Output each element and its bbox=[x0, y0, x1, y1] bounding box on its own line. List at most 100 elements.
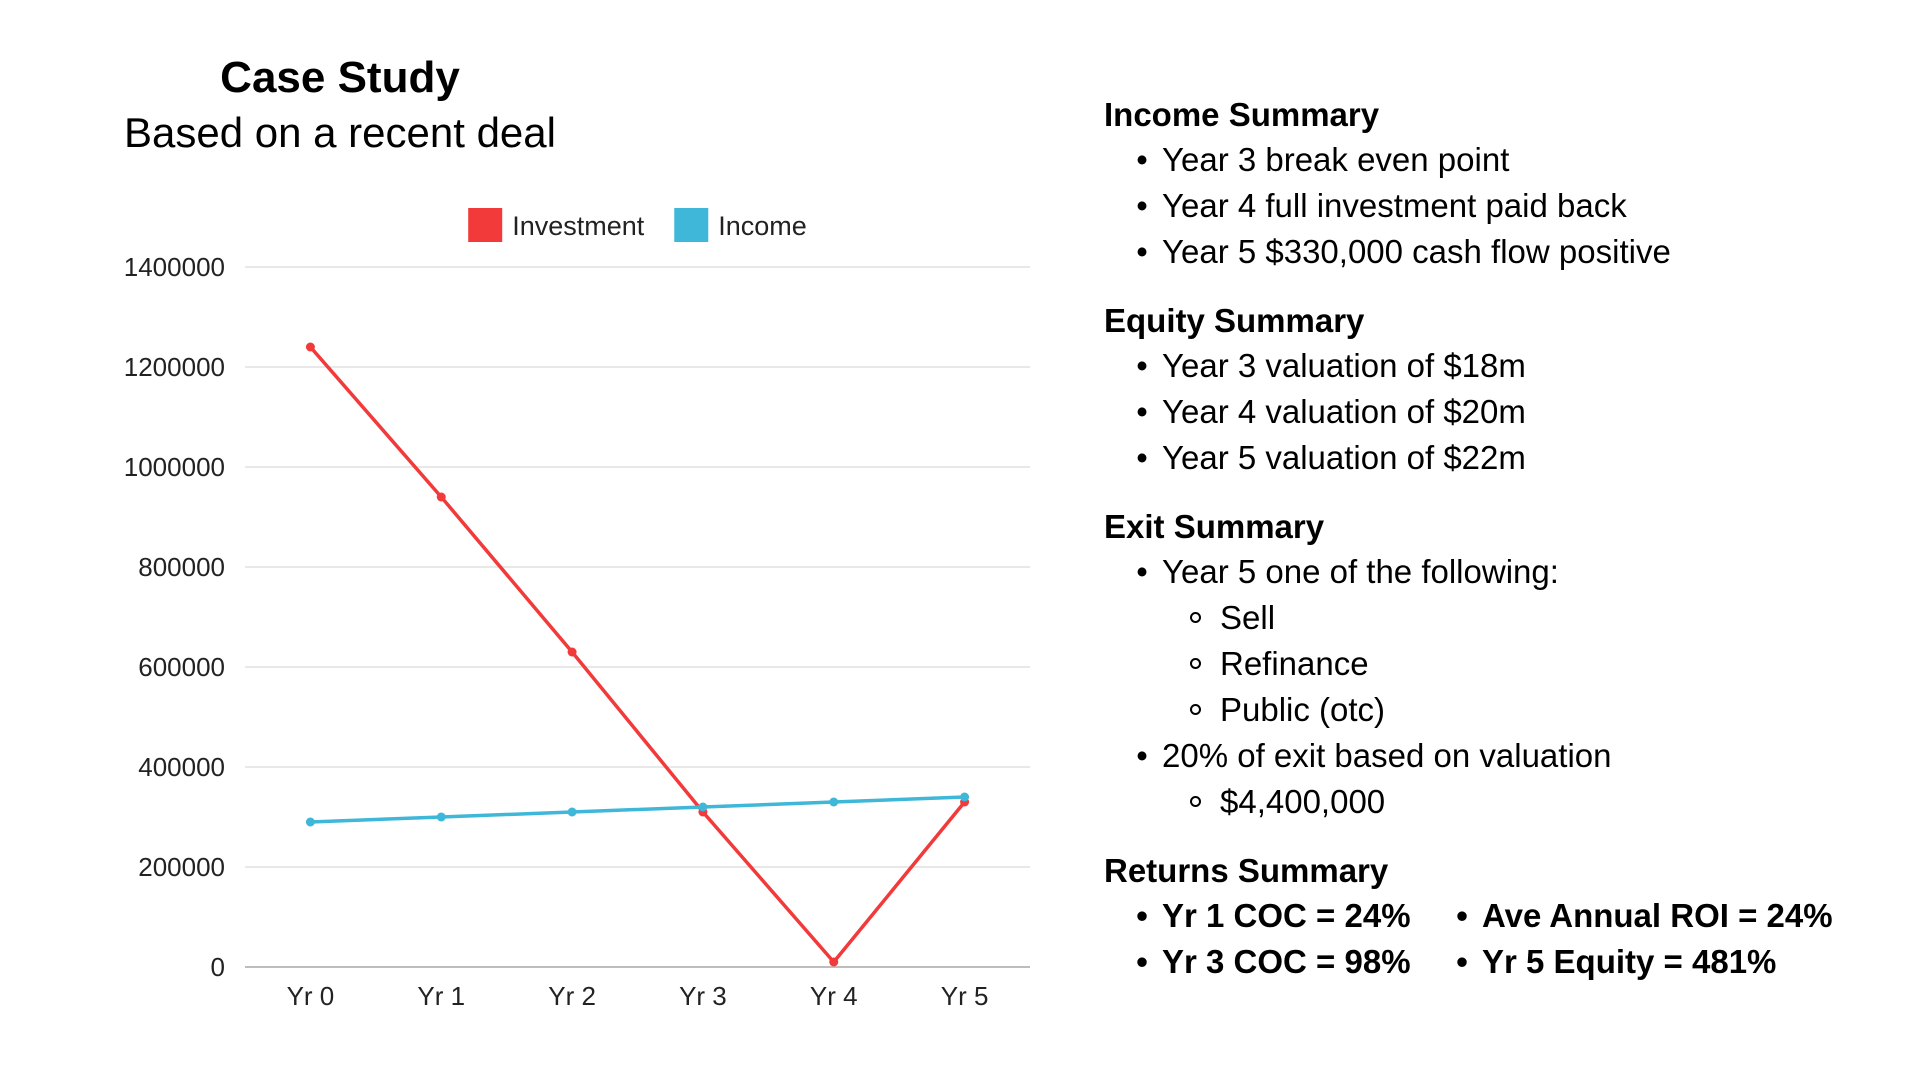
chart-grid bbox=[245, 266, 1030, 968]
returns-item-text: Yr 5 Equity = 481% bbox=[1482, 943, 1777, 980]
list-item: • Year 4 valuation of $20m bbox=[1130, 389, 1904, 435]
investment-data-point bbox=[829, 957, 839, 967]
returns-item-text: Yr 3 COC = 98% bbox=[1162, 943, 1411, 980]
y-axis: 0 200000 400000 600000 800000 1000000 1200000 1… bbox=[124, 252, 225, 982]
returns-summary-heading: Returns Summary bbox=[1104, 852, 1389, 889]
sub-list-item: Refinance bbox=[1188, 641, 1904, 687]
exit-summary-list: • Year 5 one of the following: bbox=[1104, 549, 1904, 595]
y-tick-label: 1400000 bbox=[124, 252, 225, 282]
circle-bullet-icon bbox=[1190, 612, 1201, 623]
chart-legend: Investment Income bbox=[468, 208, 807, 242]
y-tick-label: 600000 bbox=[138, 652, 225, 682]
legend-item: Income bbox=[674, 208, 807, 242]
y-tick-label: 800000 bbox=[138, 552, 225, 582]
title-block: Case Study Based on a recent deal bbox=[60, 50, 620, 160]
returns-summary-grid: • Yr 1 COC = 24% • Ave Annual ROI = 24% • Y… bbox=[1104, 893, 1904, 985]
line-chart: Investment Income 0 200000 400000 600000 8000… bbox=[80, 200, 1060, 1020]
bullet-icon: • bbox=[1136, 187, 1148, 224]
equity-summary-list: • Year 3 valuation of $18m • Year 4 valuat… bbox=[1104, 343, 1904, 481]
y-tick-label: 400000 bbox=[138, 752, 225, 782]
returns-item-text: Ave Annual ROI = 24% bbox=[1482, 897, 1833, 934]
list-item: • 20% of exit based on valuation bbox=[1130, 733, 1904, 779]
returns-item: • Ave Annual ROI = 24% bbox=[1450, 893, 1870, 939]
circle-bullet-icon bbox=[1190, 796, 1201, 807]
exit-summary-section: Exit Summary • Year 5 one of the followin… bbox=[1104, 505, 1904, 825]
returns-summary-section: Returns Summary • Yr 1 COC = 24% • Ave Ann… bbox=[1104, 849, 1904, 985]
equity-summary-section: Equity Summary • Year 3 valuation of $18m… bbox=[1104, 299, 1904, 481]
investment-legend-swatch bbox=[468, 208, 503, 242]
returns-item: • Yr 1 COC = 24% bbox=[1130, 893, 1450, 939]
summaries-panel: Income Summary • Year 3 break even point … bbox=[1104, 93, 1904, 1009]
bullet-icon: • bbox=[1136, 393, 1148, 430]
list-item: • Year 5 $330,000 cash flow positive bbox=[1130, 229, 1904, 275]
income-summary-section: Income Summary • Year 3 break even point … bbox=[1104, 93, 1904, 275]
legend-label: Income bbox=[718, 211, 807, 241]
income-summary-heading: Income Summary bbox=[1104, 96, 1380, 133]
x-tick-label: Yr 2 bbox=[548, 981, 596, 1011]
list-item-text: Year 4 valuation of $20m bbox=[1162, 393, 1526, 430]
bullet-icon: • bbox=[1136, 141, 1148, 178]
list-item: • Year 5 one of the following: bbox=[1130, 549, 1904, 595]
chart-svg: Investment Income 0 200000 400000 600000 8000… bbox=[124, 208, 1030, 1011]
sub-list-item-text: Sell bbox=[1220, 599, 1276, 636]
income-data-point bbox=[436, 812, 446, 822]
list-item-text: Year 5 one of the following: bbox=[1162, 553, 1559, 590]
legend-item: Investment bbox=[468, 208, 645, 242]
income-series-line bbox=[308, 795, 967, 824]
x-tick-label: Yr 4 bbox=[810, 981, 858, 1011]
y-tick-label: 200000 bbox=[138, 852, 225, 882]
returns-item: • Yr 3 COC = 98% bbox=[1130, 939, 1450, 985]
circle-bullet-icon bbox=[1190, 658, 1201, 669]
chart-series bbox=[305, 342, 970, 967]
x-tick-label: Yr 0 bbox=[287, 981, 335, 1011]
exit-summary-heading: Exit Summary bbox=[1104, 508, 1325, 545]
exit-valuation-list: • 20% of exit based on valuation bbox=[1104, 733, 1904, 779]
sub-list-item: Public (otc) bbox=[1188, 687, 1904, 733]
list-item-text: Year 5 valuation of $22m bbox=[1162, 439, 1526, 476]
investment-data-point bbox=[567, 647, 577, 657]
equity-summary-heading: Equity Summary bbox=[1104, 302, 1365, 339]
returns-item-text: Yr 1 COC = 24% bbox=[1162, 897, 1411, 934]
x-axis: Yr 0 Yr 1 Yr 2 Yr 3 Yr 4 Yr 5 bbox=[287, 981, 989, 1011]
x-tick-label: Yr 3 bbox=[679, 981, 727, 1011]
investment-series-line bbox=[308, 345, 967, 964]
list-item: • Year 3 valuation of $18m bbox=[1130, 343, 1904, 389]
bullet-icon: • bbox=[1136, 943, 1148, 980]
page-subtitle: Based on a recent deal bbox=[124, 109, 556, 156]
sub-list-item: $4,400,000 bbox=[1188, 779, 1904, 825]
list-item-text: Year 4 full investment paid back bbox=[1162, 187, 1627, 224]
x-tick-label: Yr 1 bbox=[417, 981, 465, 1011]
list-item: • Year 4 full investment paid back bbox=[1130, 183, 1904, 229]
circle-bullet-icon bbox=[1190, 704, 1201, 715]
investment-data-point bbox=[436, 492, 446, 502]
sub-list-item-text: $4,400,000 bbox=[1220, 783, 1386, 820]
sub-list-item-text: Public (otc) bbox=[1220, 691, 1386, 728]
income-data-point bbox=[698, 802, 708, 812]
bullet-icon: • bbox=[1136, 439, 1148, 476]
bullet-icon: • bbox=[1136, 553, 1148, 590]
list-item-text: 20% of exit based on valuation bbox=[1162, 737, 1612, 774]
sub-list-item: Sell bbox=[1188, 595, 1904, 641]
list-item-text: Year 3 break even point bbox=[1162, 141, 1510, 178]
investment-data-point bbox=[305, 342, 315, 352]
list-item: • Year 5 valuation of $22m bbox=[1130, 435, 1904, 481]
income-legend-swatch bbox=[674, 208, 709, 242]
y-tick-label: 0 bbox=[211, 952, 225, 982]
y-tick-label: 1200000 bbox=[124, 352, 225, 382]
x-tick-label: Yr 5 bbox=[941, 981, 989, 1011]
bullet-icon: • bbox=[1136, 347, 1148, 384]
y-tick-label: 1000000 bbox=[124, 452, 225, 482]
exit-options-list: Sell Refinance Public (otc) bbox=[1104, 595, 1904, 733]
sub-list-item-text: Refinance bbox=[1220, 645, 1369, 682]
list-item-text: Year 5 $330,000 cash flow positive bbox=[1162, 233, 1671, 270]
bullet-icon: • bbox=[1136, 897, 1148, 934]
income-data-point bbox=[829, 797, 839, 807]
bullet-icon: • bbox=[1456, 897, 1468, 934]
returns-item: • Yr 5 Equity = 481% bbox=[1450, 939, 1870, 985]
bullet-icon: • bbox=[1136, 233, 1148, 270]
legend-label: Investment bbox=[512, 211, 645, 241]
exit-value-list: $4,400,000 bbox=[1104, 779, 1904, 825]
income-data-point bbox=[567, 807, 577, 817]
income-summary-list: • Year 3 break even point • Year 4 full in… bbox=[1104, 137, 1904, 275]
bullet-icon: • bbox=[1136, 737, 1148, 774]
